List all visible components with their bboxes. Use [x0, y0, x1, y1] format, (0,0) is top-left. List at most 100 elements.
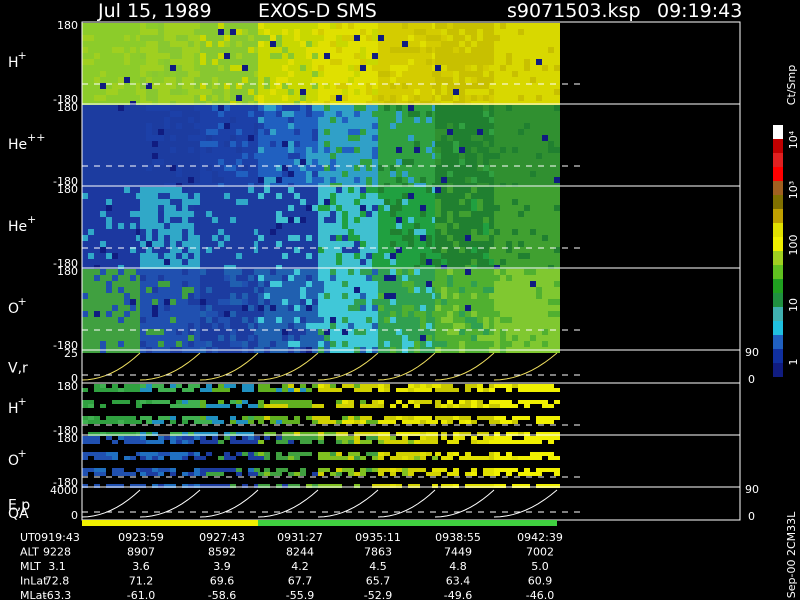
spectrogram-cell	[140, 35, 146, 41]
spectrogram-cell	[248, 89, 254, 95]
spectrogram-cell	[390, 53, 396, 59]
spectrogram-cell	[512, 329, 518, 335]
spectrogram-cell	[396, 53, 402, 59]
spectrogram-cell	[483, 341, 489, 347]
spectrogram-cell	[212, 59, 218, 65]
spectrogram-cell	[236, 432, 242, 436]
spectrogram-cell	[264, 111, 270, 117]
spectrogram-cell	[146, 89, 152, 95]
spectrogram-cell	[324, 341, 330, 347]
spectrogram-cell	[494, 199, 500, 205]
spectrogram-cell	[471, 205, 477, 211]
spectrogram-cell	[194, 199, 200, 205]
spectrogram-cell	[402, 281, 408, 287]
spectrogram-cell	[124, 420, 130, 424]
spectrogram-cell	[396, 211, 402, 217]
spectrogram-cell	[258, 269, 264, 275]
spectrogram-cell	[330, 275, 336, 281]
spectrogram-cell	[212, 111, 218, 117]
spectrogram-cell	[396, 135, 402, 141]
spectrogram-cell	[542, 275, 548, 281]
spectrogram-cell	[264, 165, 270, 171]
spectrogram-cell	[270, 35, 276, 41]
spectrogram-cell	[494, 253, 500, 259]
spectrogram-cell	[124, 323, 130, 329]
spectrogram-cell	[548, 329, 554, 335]
spectrogram-cell	[524, 235, 530, 241]
spectrogram-cell	[88, 299, 94, 305]
spectrogram-cell	[420, 259, 426, 265]
spectrogram-cell	[124, 384, 130, 388]
spectrogram-cell	[158, 305, 164, 311]
spectrogram-cell	[248, 129, 254, 135]
spectrogram-cell	[170, 23, 176, 29]
spectrogram-cell	[524, 305, 530, 311]
spectrogram-cell	[366, 77, 372, 83]
spectrogram-cell	[330, 129, 336, 135]
spectrogram-cell	[170, 53, 176, 59]
spectrogram-cell	[324, 420, 330, 424]
spectrogram-cell	[402, 153, 408, 159]
spectrogram-cell	[182, 193, 188, 199]
spectrogram-cell	[366, 384, 372, 388]
spectrogram-cell	[300, 159, 306, 165]
spectrogram-cell	[453, 193, 459, 199]
spectrogram-cell	[152, 35, 158, 41]
spectrogram-cell	[354, 159, 360, 165]
spectrogram-cell	[188, 159, 194, 165]
spectrogram-cell	[384, 223, 390, 229]
spectrogram-cell	[124, 83, 130, 89]
spectrogram-cell	[254, 53, 260, 59]
spectrogram-cell	[435, 275, 441, 281]
spectrogram-cell	[378, 77, 384, 83]
spectrogram-cell	[270, 177, 276, 183]
spectrogram-cell	[336, 241, 342, 247]
spectrogram-cell	[441, 89, 447, 95]
spectrogram-cell	[130, 281, 136, 287]
spectrogram-cell	[94, 323, 100, 329]
spectrogram-cell	[282, 287, 288, 293]
spectrogram-cell	[112, 53, 118, 59]
spectrogram-cell	[106, 41, 112, 47]
spectrogram-cell	[542, 129, 548, 135]
spectrogram-cell	[324, 59, 330, 65]
spectrogram-cell	[408, 275, 414, 281]
spectrogram-cell	[324, 229, 330, 235]
spectrogram-cell	[118, 223, 124, 229]
spectrogram-cell	[264, 29, 270, 35]
trace	[493, 352, 558, 381]
spectrogram-cell	[432, 432, 438, 436]
spectrogram-cell	[182, 199, 188, 205]
spectrogram-cell	[453, 211, 459, 217]
spectrogram-cell	[146, 105, 152, 111]
spectrogram-cell	[182, 275, 188, 281]
spectrogram-cell	[465, 165, 471, 171]
spectrogram-cell	[524, 217, 530, 223]
spectrogram-cell	[524, 275, 530, 281]
spectrogram-cell	[360, 159, 366, 165]
spectrogram-cell	[152, 193, 158, 199]
spectrogram-cell	[218, 187, 224, 193]
spectrogram-cell	[248, 293, 254, 299]
spectrogram-cell	[136, 259, 142, 265]
spectrogram-cell	[130, 71, 136, 77]
spectrogram-cell	[447, 111, 453, 117]
spectrogram-cell	[554, 123, 560, 129]
spectrogram-cell	[453, 235, 459, 241]
spectrogram-cell	[258, 281, 264, 287]
spectrogram-cell	[212, 416, 218, 420]
spectrogram-cell	[182, 117, 188, 123]
spectrogram-cell	[270, 217, 276, 223]
spectrogram-cell	[130, 329, 136, 335]
spectrogram-cell	[348, 35, 354, 41]
spectrogram-cell	[459, 135, 465, 141]
spectrogram-cell	[288, 335, 294, 341]
spectrogram-cell	[140, 123, 146, 129]
spectrogram-cell	[524, 317, 530, 323]
spectrogram-cell	[506, 420, 512, 424]
spectrogram-cell	[530, 205, 536, 211]
spectrogram-cell	[118, 129, 124, 135]
spectrogram-cell	[152, 129, 158, 135]
spectrogram-cell	[130, 205, 136, 211]
spectrogram-cell	[118, 211, 124, 217]
